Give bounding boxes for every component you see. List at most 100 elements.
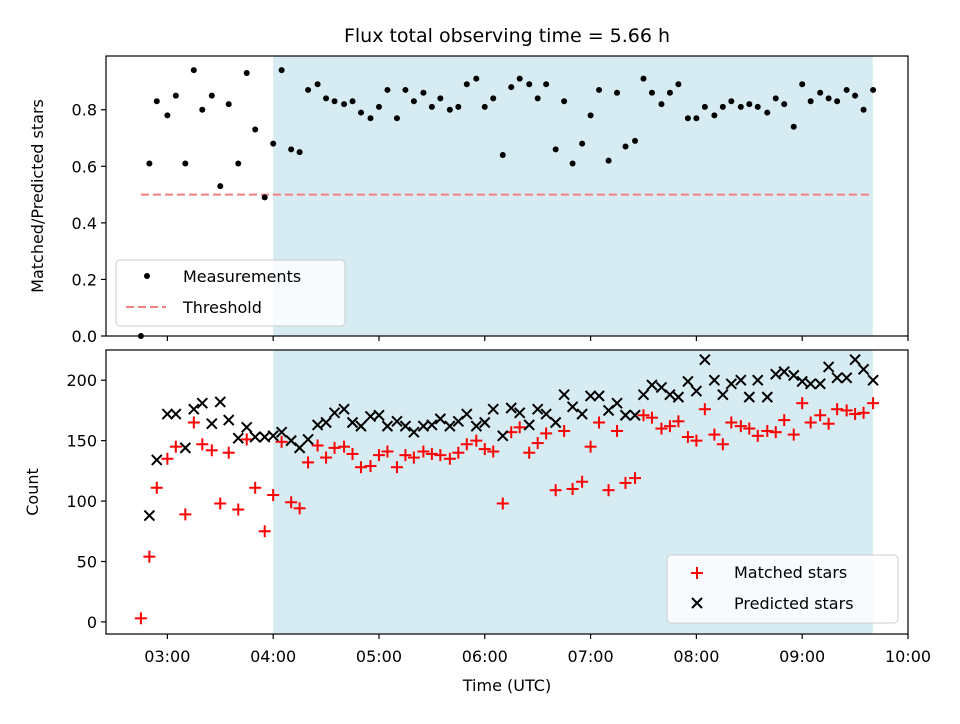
predicted-star-point — [470, 420, 483, 432]
predicted-star-point — [840, 372, 853, 384]
matched-star-point — [787, 428, 800, 441]
matched-star-point — [407, 451, 420, 464]
ratio-axes-frame — [105, 55, 909, 337]
measurement-point — [172, 92, 179, 99]
predicted-star-point — [161, 408, 174, 420]
measurement-point — [270, 140, 277, 147]
y-tick-label: 0.4 — [72, 214, 97, 233]
matched-star-point — [769, 426, 782, 439]
measurement-point — [526, 81, 533, 88]
measurement-point — [640, 75, 647, 82]
x-tick-label: 10:00 — [885, 647, 931, 666]
measurement-point — [208, 92, 215, 99]
predicted-star-point — [857, 363, 870, 376]
predicted-star-point — [214, 396, 226, 408]
predicted-star-point — [497, 430, 509, 442]
predicted-star-point — [143, 509, 156, 522]
ratio-x-ticks — [166, 336, 909, 341]
predicted-star-point — [426, 419, 438, 431]
matched-star-point — [716, 438, 729, 451]
y-tick-label: 50 — [77, 552, 97, 571]
count-x-ticks: 03:00 04:00 05:00 06:00 07:00 08:00 09:00 10:00 — [144, 634, 931, 666]
matched-star-point — [831, 403, 844, 416]
predicted-star-point — [849, 353, 861, 366]
measurement-point — [235, 160, 242, 167]
measurement-point — [807, 98, 814, 105]
x-axis-label: Time (UTC) — [462, 676, 551, 695]
measurement-point — [719, 103, 726, 110]
matched-star-point — [611, 424, 624, 437]
y-tick-label: 0 — [87, 613, 97, 632]
predicted-star-point — [170, 408, 182, 420]
measurement-point — [799, 81, 806, 88]
measurement-point — [587, 112, 594, 119]
predicted-star-point — [479, 416, 491, 429]
ratio-legend-box — [115, 259, 346, 327]
measurement-point — [153, 98, 160, 105]
measurement-point — [393, 115, 400, 122]
predicted-star-point — [761, 391, 773, 403]
y-tick-label: 0.8 — [72, 101, 97, 120]
measurement-point — [349, 98, 356, 105]
predicted-star-point — [232, 432, 244, 444]
matched-star-point — [619, 476, 632, 489]
matched-star-point — [513, 421, 526, 434]
measurement-point — [764, 109, 771, 116]
predicted-star-point — [328, 407, 341, 419]
measurement-point — [860, 106, 867, 113]
measurement-point — [446, 106, 453, 113]
predicted-star-point — [540, 408, 552, 420]
matched-star-point — [443, 452, 456, 465]
measurement-point — [357, 109, 364, 116]
predicted-star-point — [804, 378, 817, 390]
y-tick-label: 150 — [66, 432, 97, 451]
measurement-point — [754, 103, 761, 110]
predicted-star-point — [311, 419, 324, 431]
measurement-point — [437, 95, 444, 102]
measurement-points — [137, 67, 877, 339]
measurement-point — [658, 101, 665, 108]
predicted-star-point — [399, 420, 412, 432]
measurement-point — [622, 143, 629, 150]
y-tick-label: 0.0 — [72, 327, 97, 346]
matched-star-point — [840, 404, 853, 417]
predicted-star-point — [249, 431, 261, 443]
matched-star-point — [566, 482, 579, 495]
matched-star-point — [478, 443, 491, 456]
measurement-point — [552, 146, 559, 153]
measurement-point — [852, 92, 859, 99]
measurement-point — [182, 160, 189, 167]
predicted-star-point — [708, 374, 721, 386]
matched-star-point — [417, 445, 430, 458]
predicted-star-point — [355, 420, 367, 432]
predicted-star-point — [444, 420, 456, 432]
measurement-point — [367, 115, 374, 122]
matched-star-point — [434, 449, 447, 462]
matched-star-point — [425, 447, 438, 460]
matched-star-point — [460, 438, 473, 451]
matched-star-point — [822, 417, 835, 430]
matched-star-point — [222, 446, 235, 459]
measurement-point — [323, 95, 330, 102]
predicted-star-point — [188, 403, 200, 415]
matched-star-point — [320, 451, 333, 464]
matched-star-point — [196, 438, 209, 451]
predicted-star-point — [831, 372, 843, 384]
predicted-star-point — [735, 374, 747, 386]
matched-star-point — [179, 508, 192, 521]
predicted-star-point — [381, 420, 394, 432]
predicted-star-point — [619, 409, 632, 421]
x-tick-label: 04:00 — [250, 647, 296, 666]
matched-star-point — [558, 424, 571, 437]
matched-star-point — [399, 449, 412, 462]
predicted-star-point — [391, 415, 403, 428]
x-tick-label: 08:00 — [673, 647, 719, 666]
matched-star-point — [523, 446, 536, 459]
predicted-star-point — [788, 369, 800, 382]
predicted-star-point — [752, 374, 764, 386]
matched-star-point — [267, 489, 280, 502]
legend-matched-marker — [691, 567, 703, 579]
legend-matched-label: Matched stars — [734, 563, 847, 582]
measurement-point — [843, 86, 850, 93]
